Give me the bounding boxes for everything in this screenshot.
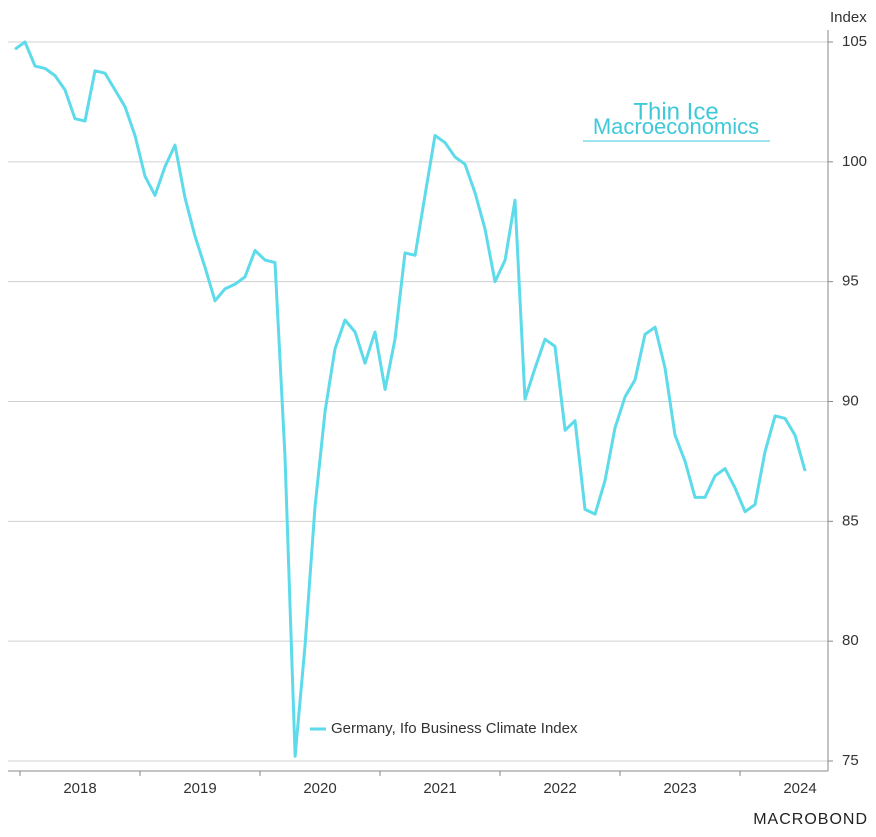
x-tick-label: 2022: [543, 780, 576, 797]
x-tick-label: 2023: [663, 780, 696, 797]
x-tick-label: 2018: [63, 780, 96, 797]
y-tick-label: 80: [842, 632, 859, 649]
y-tick-label: 90: [842, 392, 859, 409]
y-tick-label: 105: [842, 33, 867, 50]
y-tick-label: 100: [842, 153, 867, 170]
source: MACROBOND: [753, 811, 868, 828]
x-tick-label: 2019: [183, 780, 216, 797]
y-tick-label: 75: [842, 752, 859, 769]
legend-label: Germany, Ifo Business Climate Index: [331, 720, 578, 737]
x-tick-label: 2021: [423, 780, 456, 797]
y-tick-label: 85: [842, 512, 859, 529]
y-axis-label: Index: [830, 9, 867, 26]
data-line: [14, 40, 807, 758]
logo-line: Thin Ice: [633, 98, 718, 125]
x-tick-label: 2020: [303, 780, 336, 797]
logo: Thin Ice Macroeconomics: [583, 98, 770, 142]
y-tick-label: 95: [842, 273, 859, 290]
x-tick-label: 2024: [783, 780, 816, 797]
logo-line: Macroeconomics: [593, 114, 759, 139]
